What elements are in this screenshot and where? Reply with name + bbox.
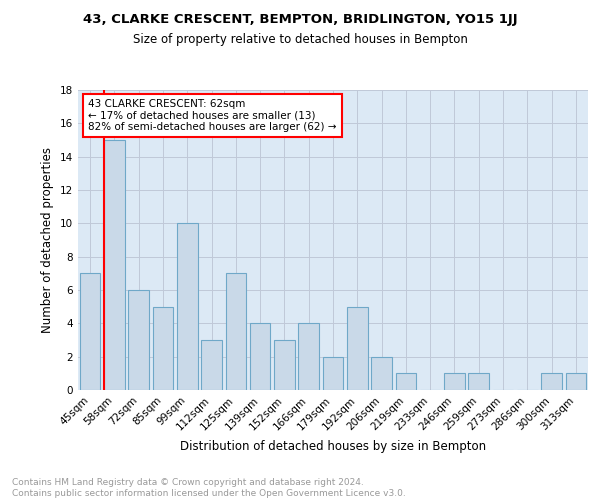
Bar	[395, 374, 416, 390]
Bar	[104, 140, 125, 390]
Text: 43, CLARKE CRESCENT, BEMPTON, BRIDLINGTON, YO15 1JJ: 43, CLARKE CRESCENT, BEMPTON, BRIDLINGTO…	[83, 12, 517, 26]
Bar	[152, 306, 173, 390]
Bar	[347, 306, 368, 390]
Bar	[250, 324, 271, 390]
X-axis label: Distribution of detached houses by size in Bempton: Distribution of detached houses by size …	[180, 440, 486, 453]
Bar	[371, 356, 392, 390]
Bar	[469, 374, 489, 390]
Bar	[566, 374, 586, 390]
Text: Size of property relative to detached houses in Bempton: Size of property relative to detached ho…	[133, 32, 467, 46]
Bar	[444, 374, 465, 390]
Bar	[323, 356, 343, 390]
Bar	[298, 324, 319, 390]
Bar	[80, 274, 100, 390]
Bar	[541, 374, 562, 390]
Text: 43 CLARKE CRESCENT: 62sqm
← 17% of detached houses are smaller (13)
82% of semi-: 43 CLARKE CRESCENT: 62sqm ← 17% of detac…	[88, 99, 337, 132]
Bar	[177, 224, 197, 390]
Bar	[274, 340, 295, 390]
Y-axis label: Number of detached properties: Number of detached properties	[41, 147, 55, 333]
Bar	[226, 274, 246, 390]
Bar	[201, 340, 222, 390]
Text: Contains HM Land Registry data © Crown copyright and database right 2024.
Contai: Contains HM Land Registry data © Crown c…	[12, 478, 406, 498]
Bar	[128, 290, 149, 390]
